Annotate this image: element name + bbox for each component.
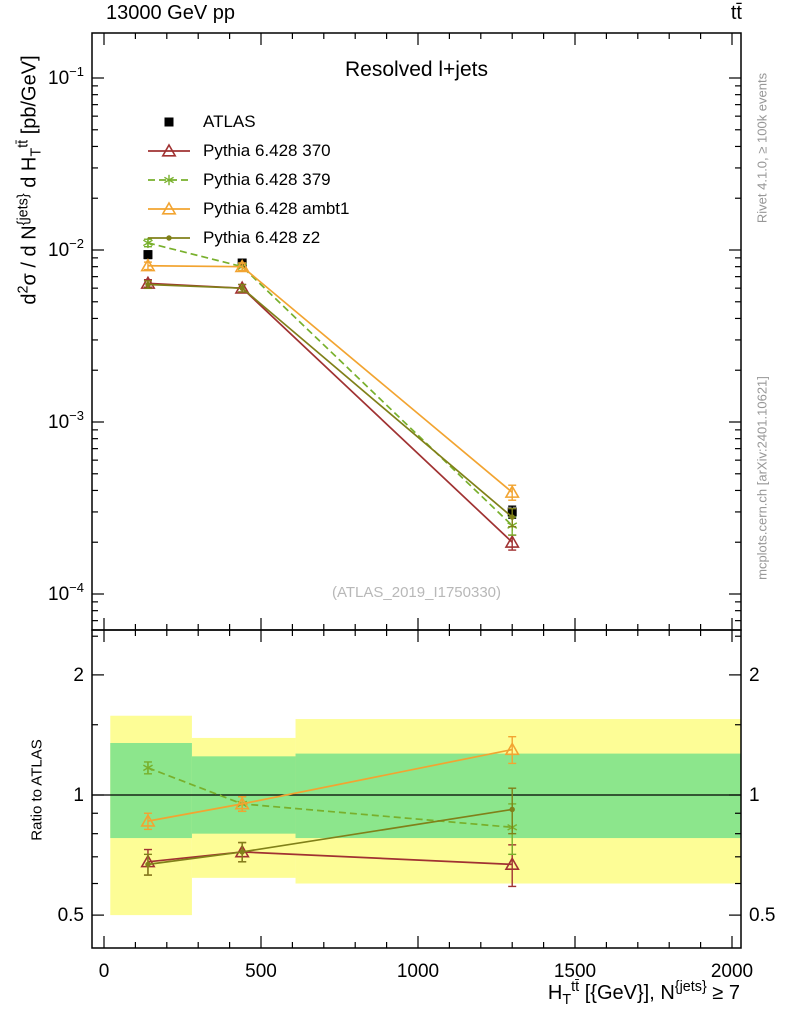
analysis-watermark: (ATLAS_2019_I1750330) [331,584,501,601]
marker-triangle [161,200,177,215]
label-fragment: d [18,293,41,305]
legend-item-pythia-6-428-ambt1: Pythia 6.428 ambt1 [146,194,349,223]
series-line-pythia-6-428-z2 [147,283,513,518]
marker-triangle [234,259,250,273]
legend-swatch-pythia-6-428-370 [148,142,190,157]
marker-triangle [504,484,520,498]
legend-label: Pythia 6.428 379 [203,169,331,189]
marker-triangle [504,534,520,548]
process-label: tt̄ [730,2,742,24]
marker-square [164,117,174,126]
ratio-series [140,735,520,888]
series-atlas [143,250,517,519]
x-tick-label: 1000 [397,961,439,982]
y-tick-label: 10−3 [48,408,84,433]
ratio-tick-label-right: 1 [749,785,760,806]
label-fragment: 2 [15,285,32,294]
legend-label: Pythia 6.428 370 [203,140,331,160]
series-line-pythia-6-428-ambt1 [147,264,513,493]
ratio-tick-label-right: 0.5 [749,905,775,926]
series-line-pythia-6-428-379 [147,242,513,527]
main-y-axis-label: d2σ / d N{jets} d HTtt̄ [pb/GeV] [15,55,45,305]
x-tick-label: 0 [99,961,110,982]
label-fragment: {jets} [674,979,707,996]
ratio-tick-label-left: 2 [73,665,84,686]
legend-swatch-pythia-6-428-z2 [148,234,190,241]
marker-star [164,174,174,185]
legend-item-pythia-6-428-379: Pythia 6.428 379 [146,165,349,194]
ratio-pythia-6-428-z2 [143,787,517,876]
beam-energy-label: 13000 GeV pp [106,2,235,24]
label-fragment: tt̄ [15,139,32,148]
x-axis-label: HTtt̄ [{GeV}], N{jets} ≥ 7 [547,979,740,1009]
label-fragment: [{GeV}], N [579,982,675,1004]
y-tick-label: 10−2 [48,236,84,261]
marker-triangle [504,856,520,870]
marker-triangle [234,796,250,810]
legend-item-atlas: ATLAS [146,107,349,136]
band-green [110,742,192,839]
axis-tick-labels: 0 500 1000 1500 2000 10−4 10−3 10−2 10−1 0.5 0.5 1 1… [48,64,775,982]
ratio-y-axis-label: Ratio to ATLAS [28,739,46,841]
marker-square [143,250,153,260]
y-tick-label: 10−1 [48,64,84,89]
series-pythia-6-428-z2 [143,280,517,528]
legend-swatch-atlas [164,117,174,126]
legend-label: Pythia 6.428 ambt1 [203,198,350,218]
series-line-pythia-6-428-370 [147,282,513,543]
ratio-tick-label-left: 1 [73,785,84,806]
legend-item-pythia-6-428-z2: Pythia 6.428 z2 [146,223,349,252]
marker-triangle [504,741,520,756]
marker-dot [239,285,245,291]
label-fragment: tt̄ [571,979,580,996]
legend-item-pythia-6-428-370: Pythia 6.428 370 [146,136,349,165]
legend: ATLAS Pythia 6.428 370 Pythia 6.428 379 Pyt… [146,107,349,252]
marker-dot [509,514,515,520]
legend-label: ATLAS [203,111,256,131]
legend-swatch-pythia-6-428-ambt1 [148,200,190,215]
x-tick-label: 2000 [711,961,753,982]
label-fragment: T [28,147,45,157]
series-pythia-6-428-370 [140,275,520,551]
marker-dot [145,861,151,868]
marker-triangle [161,142,177,157]
label-fragment: σ / d N [18,225,41,286]
label-fragment: d H [18,156,41,194]
axis-ticks [92,33,741,948]
uncertainty-bands [110,715,741,916]
marker-dot [239,849,245,855]
legend-label: Pythia 6.428 z2 [203,227,321,247]
series-pythia-6-428-ambt1 [140,258,520,501]
ratio-tick-label-left: 0.5 [58,905,84,926]
marker-dot [166,234,172,241]
marker-star [143,237,153,249]
label-fragment: H [547,982,563,1004]
legend-swatch-pythia-6-428-379 [148,174,190,185]
rivet-version-note: Rivet 4.1.0, ≥ 100k events [754,72,770,224]
marker-dot [509,806,515,813]
label-fragment: {jets} [15,193,32,226]
marker-triangle [140,258,156,272]
ratio-pythia-6-428-ambt1 [140,735,520,831]
x-tick-label: 1500 [554,961,596,982]
y-tick-label: 10−4 [48,580,84,605]
main-series [140,237,520,551]
marker-triangle [140,813,156,827]
x-tick-label: 500 [245,961,277,982]
label-fragment: ≥ 7 [706,982,740,1004]
band-green [295,753,741,839]
series-pythia-6-428-379 [143,237,518,536]
plot-title: Resolved l+jets [345,58,488,81]
label-fragment: T [562,992,572,1009]
ratio-tick-label-right: 2 [749,665,760,686]
marker-dot [145,281,151,288]
ratio-panel-border [91,629,742,949]
mcplots-citation-note: mcplots.cern.ch [arXiv:2401.10621] [754,376,770,580]
marker-star [143,762,153,773]
label-fragment: [pb/GeV] [18,55,41,140]
